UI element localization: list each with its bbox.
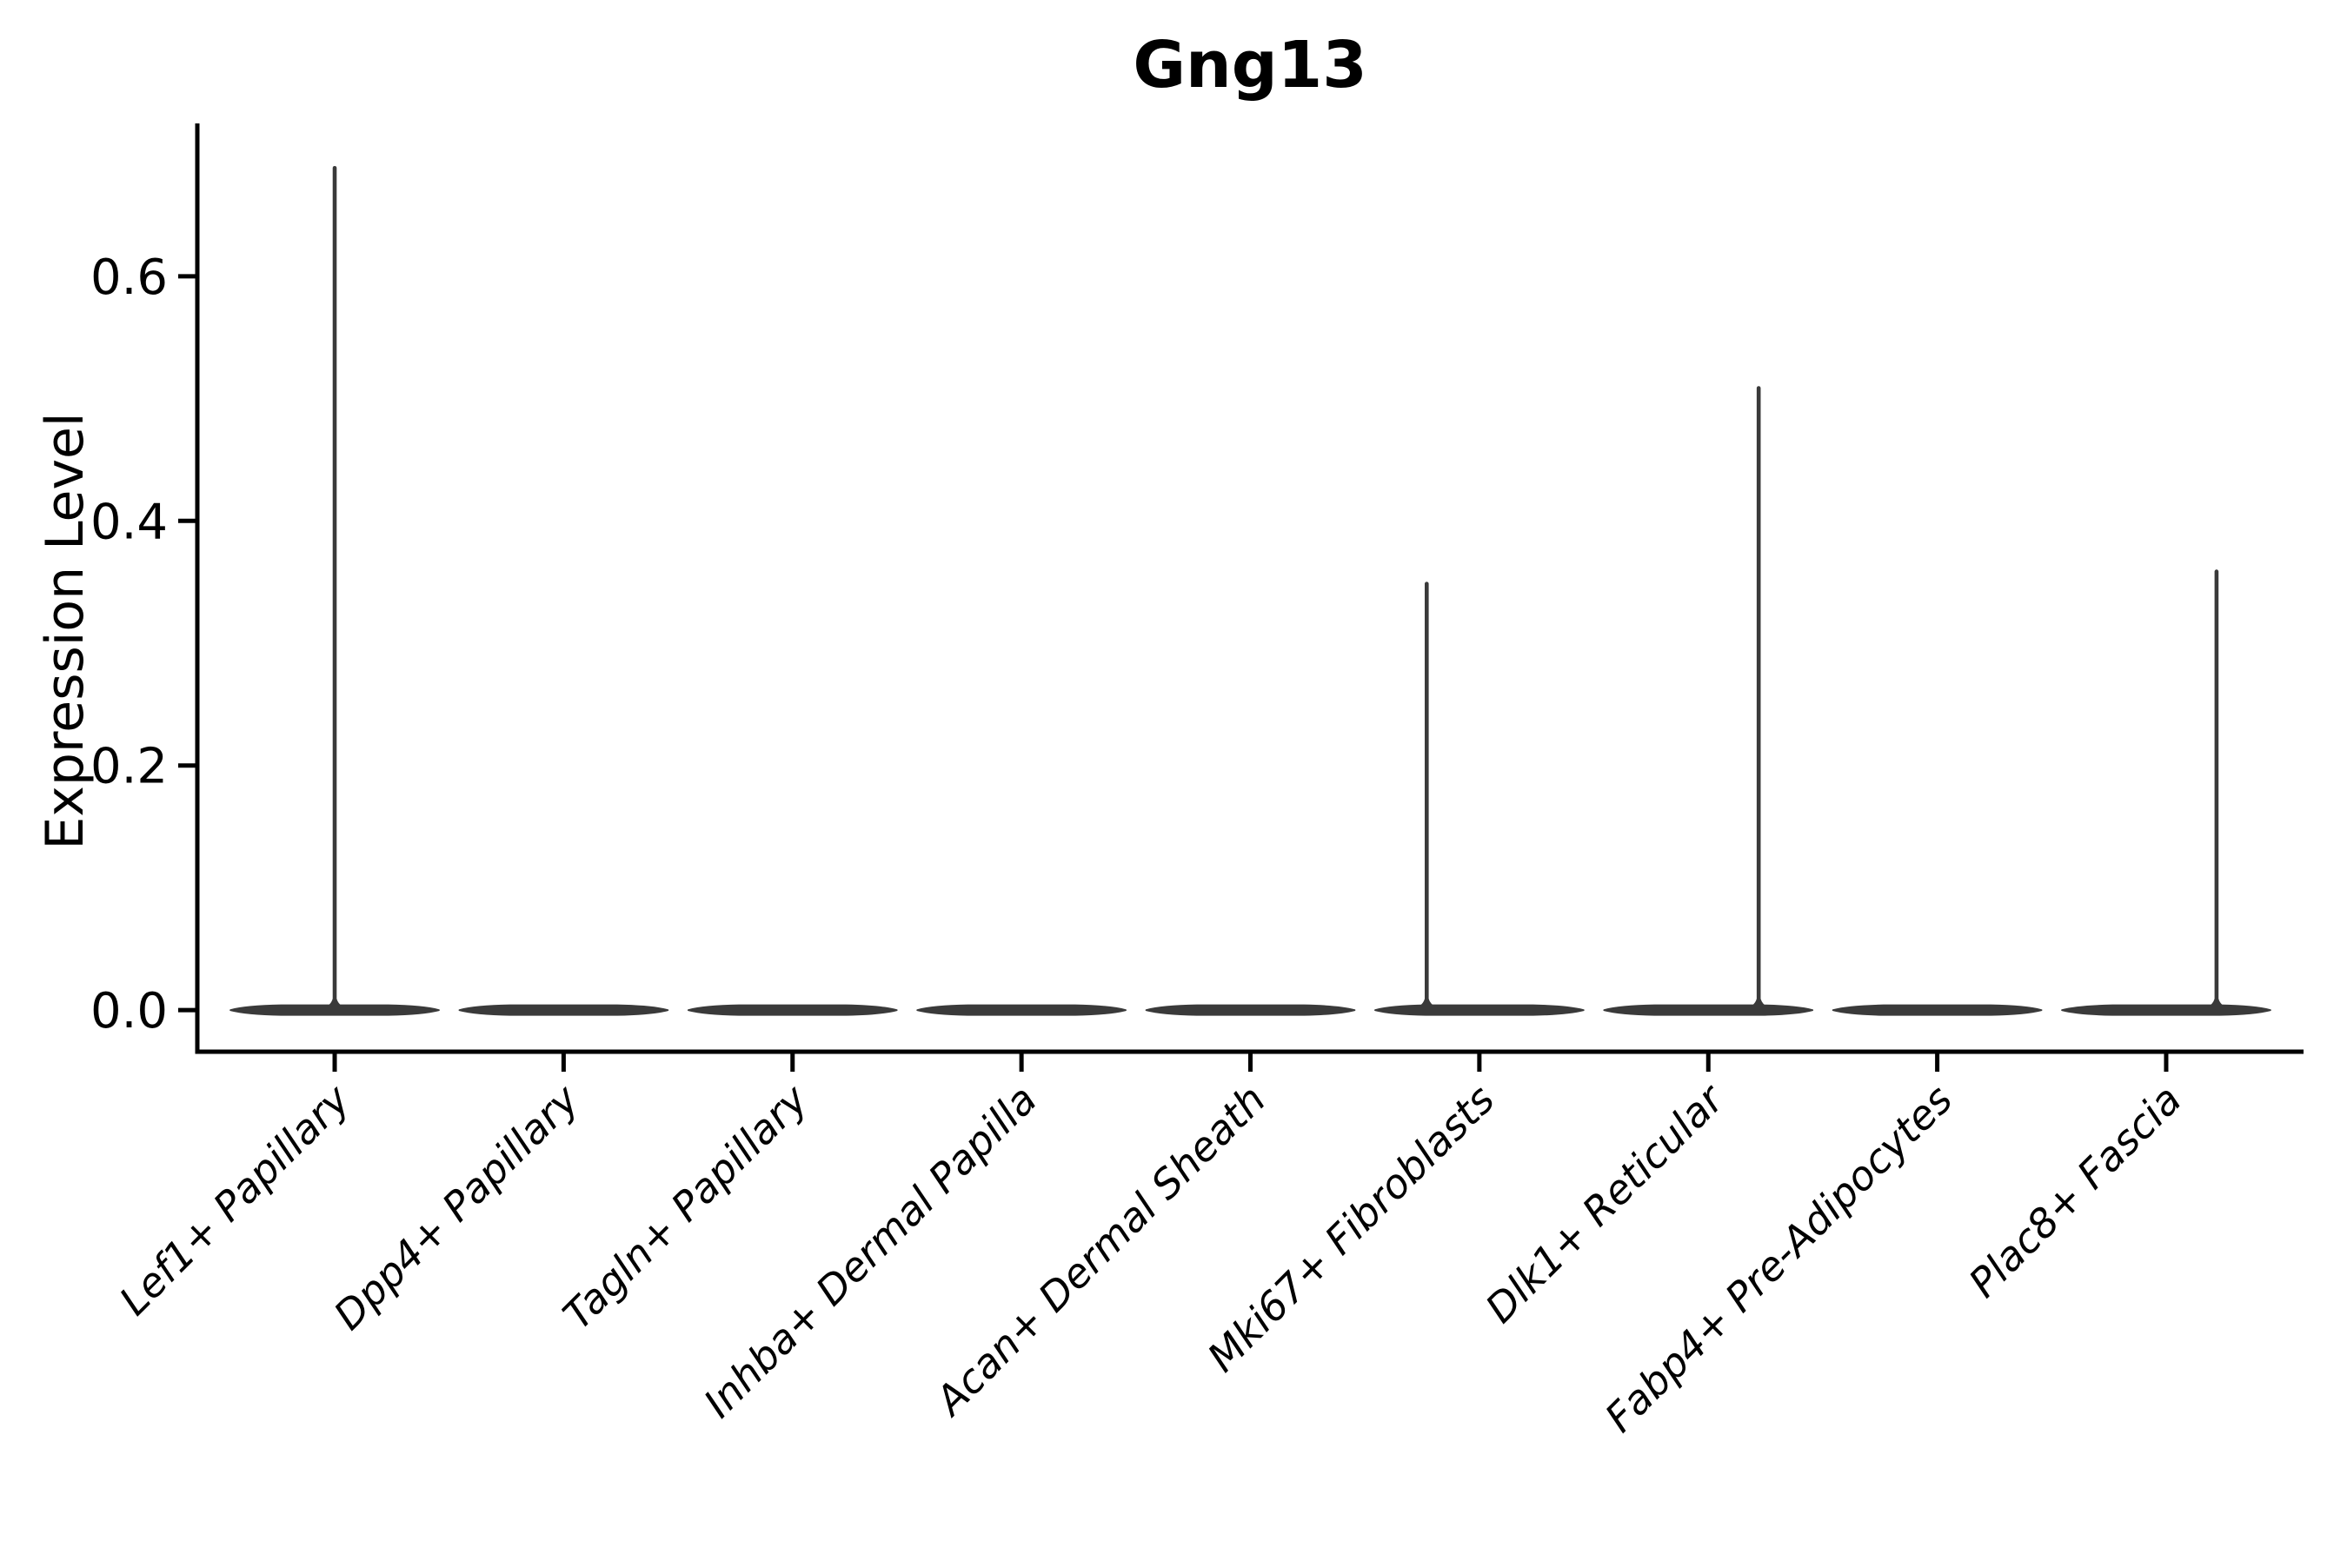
y-tick-label: 0.6: [90, 249, 168, 306]
x-tick-label: Dlk1+ Reticular: [1476, 1073, 1734, 1332]
violin-body: [2061, 1004, 2271, 1016]
violin-body: [916, 1004, 1127, 1016]
violin-spike-base: [2201, 999, 2231, 1010]
y-tick-label: 0.4: [90, 494, 168, 550]
x-tick-label: Plac8+ Fascia: [1959, 1076, 2190, 1306]
violin-spike-base: [1412, 999, 1442, 1010]
y-tick-label: 0.2: [90, 739, 168, 795]
violin-body: [1832, 1004, 2043, 1016]
y-tick-label: 0.0: [90, 983, 168, 1040]
violin-spike-base: [1744, 999, 1774, 1010]
plot-title: Gng13: [1133, 28, 1366, 103]
y-axis-label: Expression Level: [35, 412, 96, 849]
x-tick-label: Lef1+ Papillary: [110, 1075, 359, 1324]
violin-spike-base: [320, 999, 350, 1010]
x-tick-label: Tagln+ Papillary: [554, 1075, 817, 1339]
violin-body: [1145, 1004, 1356, 1016]
violin-body: [458, 1004, 669, 1016]
violin-body: [1603, 1004, 1814, 1016]
violin-body: [687, 1004, 898, 1016]
violin-body: [1374, 1004, 1585, 1016]
x-tick-label: Dpp4+ Papillary: [324, 1075, 588, 1339]
